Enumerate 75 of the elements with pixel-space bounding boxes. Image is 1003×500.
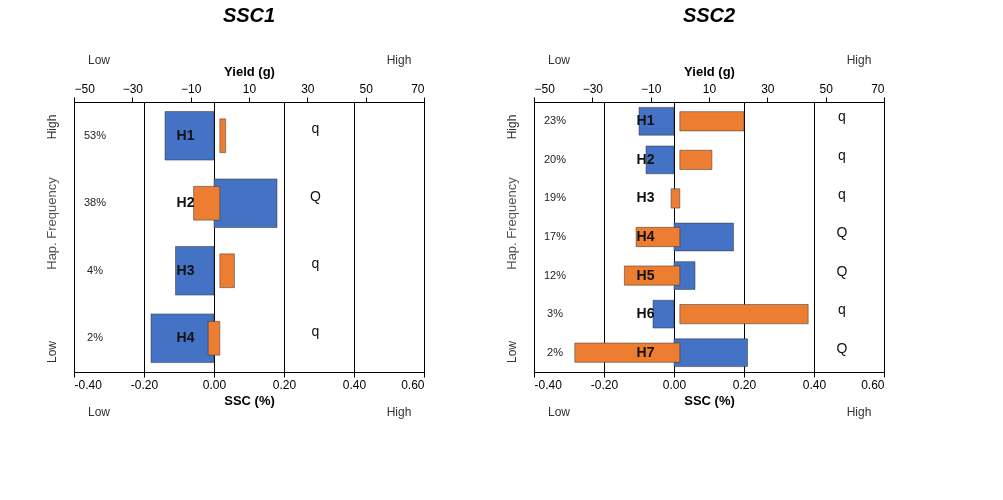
chart-title: SSC2 (682, 4, 736, 26)
annotation: q (838, 147, 846, 163)
y-tick-label: H3 (636, 189, 655, 206)
x-tick-label: 0.20 (732, 377, 757, 392)
x2-tick-label: 50 (359, 81, 374, 96)
x-tick-label: 0.00 (202, 377, 227, 392)
y-tick-label: H7 (636, 343, 655, 360)
y-axis-title: Hap. Frequency (504, 176, 519, 270)
x2-tick-label: −10 (180, 81, 202, 96)
x-tick-label: -0.20 (130, 377, 159, 392)
annotation: Q (310, 187, 322, 204)
y-axis-title: Hap. Frequency (44, 176, 59, 270)
text: High (846, 53, 872, 67)
text: High (505, 114, 519, 140)
text: High (386, 405, 412, 419)
text: High (45, 114, 59, 140)
y-tick-label: H5 (636, 266, 655, 283)
y-tick-label: H4 (176, 329, 195, 346)
x2-tick-label: 10 (702, 81, 717, 96)
text: Low (505, 340, 519, 364)
annotation: q (311, 322, 320, 339)
x-axis-title: SSC (%) (684, 392, 735, 408)
x2-tick-label: 50 (819, 81, 834, 96)
annotation: 4% (87, 263, 104, 276)
x2-tick-label: 70 (411, 81, 425, 96)
annotation: q (838, 301, 846, 318)
x2-tick-label: −50 (74, 81, 96, 96)
x2-tick-label: −10 (640, 81, 662, 96)
x-axis-title: SSC (%) (224, 392, 275, 408)
chart-title: SSC1 (222, 4, 276, 26)
annotation: Q (836, 339, 848, 356)
text: High (386, 53, 412, 67)
x-tick-label: 0.20 (272, 377, 297, 392)
x-tick-label: -0.20 (590, 377, 619, 392)
x2-tick-label: −50 (534, 81, 556, 96)
annotation: q (311, 120, 320, 136)
text: Low (547, 405, 571, 419)
annotation: 53% (83, 128, 107, 141)
x2-tick-label: −30 (582, 81, 604, 96)
annotation: 38% (83, 196, 107, 209)
x-tick-label: 0.40 (802, 377, 827, 392)
annotation: q (838, 185, 846, 202)
x2-axis-title: Yield (g) (224, 63, 275, 79)
x-tick-label: 0.00 (662, 377, 687, 392)
x-tick-label: 0.40 (342, 377, 367, 392)
annotation: Q (836, 224, 848, 241)
text: Low (87, 53, 111, 67)
y-tick-label: H3 (176, 261, 195, 278)
annotation: Q (836, 262, 848, 279)
annotation: 2% (87, 331, 104, 344)
y-tick-label: H1 (176, 126, 195, 143)
annotation: 23% (543, 114, 567, 127)
annotation: q (838, 108, 846, 125)
text: Low (45, 340, 59, 364)
text: High (846, 405, 872, 419)
x2-tick-label: 30 (761, 81, 775, 96)
x-tick-label: 0.60 (861, 377, 885, 392)
y-tick-label: H4 (636, 228, 655, 244)
x2-axis-title: Yield (g) (684, 63, 735, 79)
text: Low (547, 53, 571, 67)
x-tick-label: -0.40 (534, 377, 563, 392)
annotation: 17% (543, 230, 567, 242)
x2-tick-label: 30 (301, 81, 315, 96)
x-tick-label: 0.60 (401, 377, 425, 392)
x2-tick-label: −30 (122, 81, 144, 96)
annotation: 20% (543, 152, 567, 165)
x2-tick-label: 70 (871, 81, 885, 96)
x-tick-label: -0.40 (74, 377, 103, 392)
x2-tick-label: 10 (242, 81, 257, 96)
annotation: 3% (547, 307, 564, 320)
annotation: 12% (543, 268, 567, 281)
annotation: 2% (547, 345, 564, 358)
text: Low (87, 405, 111, 419)
annotation: 19% (543, 191, 567, 204)
annotation: q (311, 255, 320, 271)
